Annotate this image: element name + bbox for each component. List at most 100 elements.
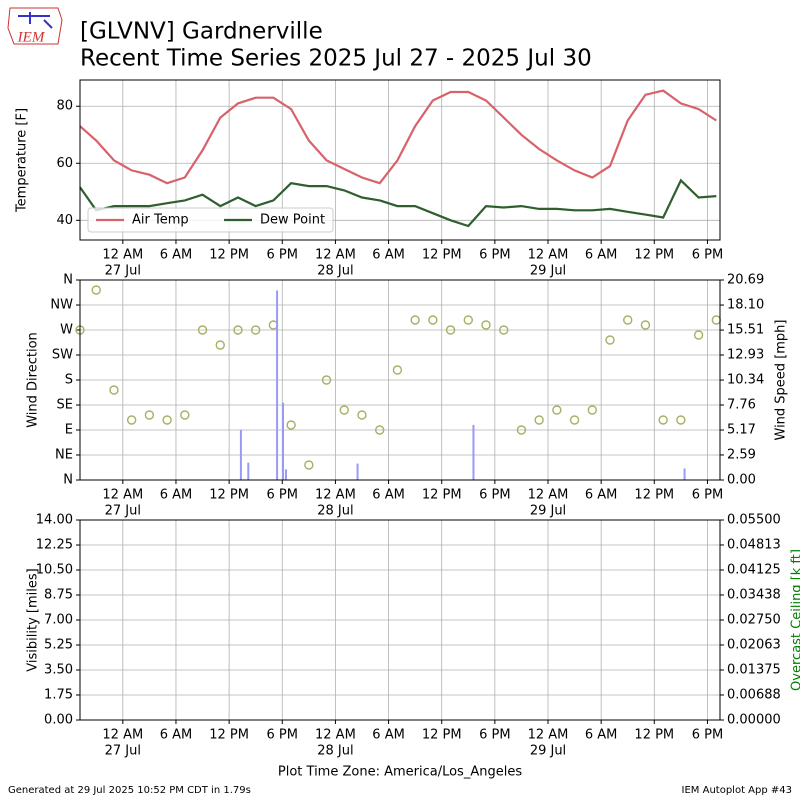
x-tick-label: 12 PM: [422, 248, 462, 263]
y-tick-label: W: [60, 323, 73, 338]
y-tick-label: 3.50: [44, 663, 73, 678]
x-tick-label: 6 PM: [267, 728, 298, 743]
wind-direction-point: [693, 330, 704, 340]
y2-tick-label: 20.69: [727, 273, 764, 288]
plot-frame: [79, 279, 721, 481]
y2-tick-label: 0.03438: [727, 587, 781, 602]
wind-direction-point: [552, 405, 562, 415]
y2-tick-label: 0.01375: [727, 663, 781, 678]
x-date-label: 28 Jul: [317, 504, 353, 519]
wind-direction-point: [286, 420, 296, 430]
wind-direction-point: [91, 285, 101, 295]
wind-direction-point: [215, 340, 225, 350]
x-date-label: 29 Jul: [530, 744, 566, 759]
y2-tick-label: 0.02750: [727, 613, 781, 628]
wind-speed-bar: [239, 429, 242, 480]
wind-speed-bar: [276, 290, 279, 480]
x-tick-label: 6 PM: [267, 488, 298, 503]
wind-speed-bar: [284, 469, 287, 480]
wind-direction-point: [658, 415, 668, 425]
wind-direction-point: [233, 325, 243, 335]
wind-direction-point: [144, 410, 155, 420]
wind-direction-point: [623, 315, 633, 325]
y2-tick-label: 7.76: [727, 397, 756, 412]
y2-tick-label: 15.51: [727, 323, 764, 338]
x-tick-label: 12 PM: [634, 248, 674, 263]
wind-direction-point: [534, 415, 544, 425]
wind-direction-point: [499, 325, 509, 335]
x-tick-label: 12 PM: [422, 488, 462, 503]
subtitle: Recent Time Series 2025 Jul 27 - 2025 Ju…: [80, 46, 592, 72]
logo-mark: [18, 12, 53, 29]
x-tick-label: 12 PM: [209, 248, 249, 263]
x-tick-label: 6 PM: [479, 488, 510, 503]
x-tick-label: 6 AM: [372, 728, 405, 743]
x-tick-label: 6 AM: [585, 728, 618, 743]
x-tick-label: 12 PM: [634, 488, 674, 503]
y-tick-label: 10.50: [36, 563, 73, 578]
x-tick-label: 6 PM: [267, 248, 298, 263]
y2-axis-label: Overcast Ceiling [k ft]: [790, 549, 800, 691]
wind-direction-point: [357, 410, 367, 420]
wind-direction-point: [197, 325, 208, 335]
x-axis-label: Plot Time Zone: America/Los_Angeles: [278, 765, 522, 780]
wind-direction-point: [410, 315, 420, 325]
y-tick-label: 7.00: [44, 613, 73, 628]
y-tick-label: 0.00: [44, 713, 73, 728]
wind-direction-point: [250, 325, 261, 335]
footer-right: IEM Autoplot App #43: [682, 785, 792, 796]
y-axis-label: Temperature [F]: [15, 108, 30, 213]
y2-tick-label: 0.00000: [727, 713, 781, 728]
title: [GLVNV] Gardnerville: [80, 19, 323, 45]
y-tick-label: NW: [50, 298, 73, 313]
legend-box: [87, 207, 334, 233]
x-date-label: 28 Jul: [317, 264, 353, 279]
y2-tick-label: 10.34: [727, 373, 764, 388]
wind-speed-bar: [281, 402, 284, 480]
x-tick-label: 12 AM: [102, 728, 143, 743]
x-date-label: 29 Jul: [530, 264, 566, 279]
y-tick-label: 80: [56, 99, 73, 114]
wind-direction-point: [428, 315, 438, 325]
y2-tick-label: 0.04125: [727, 563, 781, 578]
wind-speed-bar: [683, 468, 686, 480]
y2-tick-label: 2.59: [727, 447, 756, 462]
y2-tick-label: 0.04813: [727, 537, 781, 552]
wind-direction-point: [640, 320, 651, 330]
y2-tick-label: 0.02063: [727, 637, 781, 652]
x-tick-label: 12 AM: [528, 488, 569, 503]
y-tick-label: N: [63, 273, 73, 288]
wind-direction-point: [481, 320, 491, 330]
logo-text: IEM: [17, 29, 46, 45]
wind-direction-point: [392, 365, 403, 375]
wind-direction-point: [676, 415, 686, 425]
y2-tick-label: 0.05500: [727, 513, 781, 528]
x-tick-label: 6 PM: [479, 248, 510, 263]
wind-speed-bar: [472, 424, 475, 480]
x-tick-label: 6 AM: [372, 248, 405, 263]
wind-direction-point: [463, 315, 473, 325]
y-tick-label: 12.25: [36, 538, 73, 553]
wind-direction-point: [605, 335, 615, 345]
x-tick-label: 12 PM: [209, 488, 249, 503]
wind-direction-point: [126, 415, 137, 425]
wind-direction-point: [516, 425, 527, 435]
x-tick-label: 6 AM: [585, 248, 618, 263]
x-tick-label: 6 AM: [160, 728, 193, 743]
y-tick-label: 40: [56, 213, 73, 228]
wind-direction-point: [321, 375, 332, 385]
x-tick-label: 6 AM: [160, 248, 193, 263]
y-tick-label: 8.75: [44, 588, 73, 603]
logo: IEM: [7, 7, 63, 45]
x-date-label: 27 Jul: [105, 744, 141, 759]
plot-frame: [79, 519, 721, 721]
x-tick-label: 12 AM: [315, 488, 356, 503]
x-tick-label: 6 PM: [692, 248, 723, 263]
y2-tick-label: 5.17: [727, 423, 756, 438]
y2-tick-label: 12.93: [727, 348, 764, 363]
x-tick-label: 12 AM: [315, 728, 356, 743]
wind-direction-point: [304, 460, 314, 470]
y-axis-label: Visibility [miles]: [26, 568, 41, 671]
